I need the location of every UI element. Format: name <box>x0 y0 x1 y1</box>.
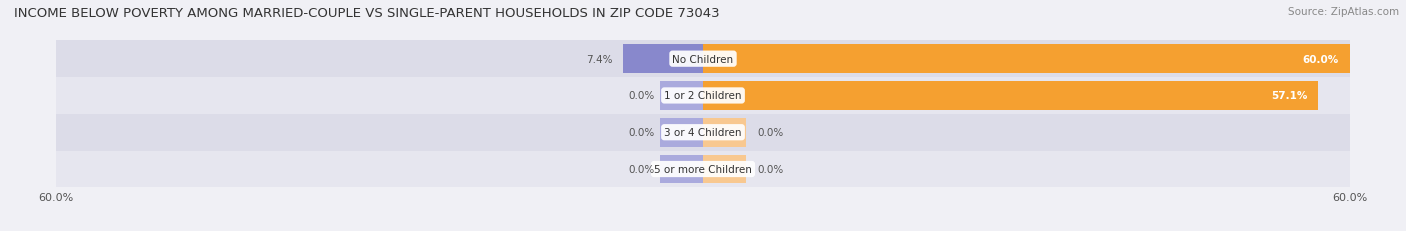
Bar <box>56 151 1350 188</box>
Bar <box>703 118 747 147</box>
Bar <box>659 155 703 184</box>
Text: Source: ZipAtlas.com: Source: ZipAtlas.com <box>1288 7 1399 17</box>
Bar <box>56 78 1350 114</box>
Bar <box>703 45 1350 74</box>
Text: 7.4%: 7.4% <box>586 55 613 64</box>
Bar <box>56 41 1350 78</box>
Bar <box>56 114 1350 151</box>
Text: 0.0%: 0.0% <box>756 164 783 174</box>
Text: 3 or 4 Children: 3 or 4 Children <box>664 128 742 138</box>
Text: 0.0%: 0.0% <box>628 91 655 101</box>
Text: 0.0%: 0.0% <box>628 164 655 174</box>
Text: No Children: No Children <box>672 55 734 64</box>
Bar <box>659 82 703 110</box>
Bar <box>623 45 703 74</box>
Text: 5 or more Children: 5 or more Children <box>654 164 752 174</box>
Text: 57.1%: 57.1% <box>1271 91 1308 101</box>
Text: 0.0%: 0.0% <box>628 128 655 138</box>
Bar <box>703 82 1319 110</box>
Text: 0.0%: 0.0% <box>756 128 783 138</box>
Text: 1 or 2 Children: 1 or 2 Children <box>664 91 742 101</box>
Text: INCOME BELOW POVERTY AMONG MARRIED-COUPLE VS SINGLE-PARENT HOUSEHOLDS IN ZIP COD: INCOME BELOW POVERTY AMONG MARRIED-COUPL… <box>14 7 720 20</box>
Bar <box>703 155 747 184</box>
Bar <box>659 118 703 147</box>
Text: 60.0%: 60.0% <box>1303 55 1339 64</box>
